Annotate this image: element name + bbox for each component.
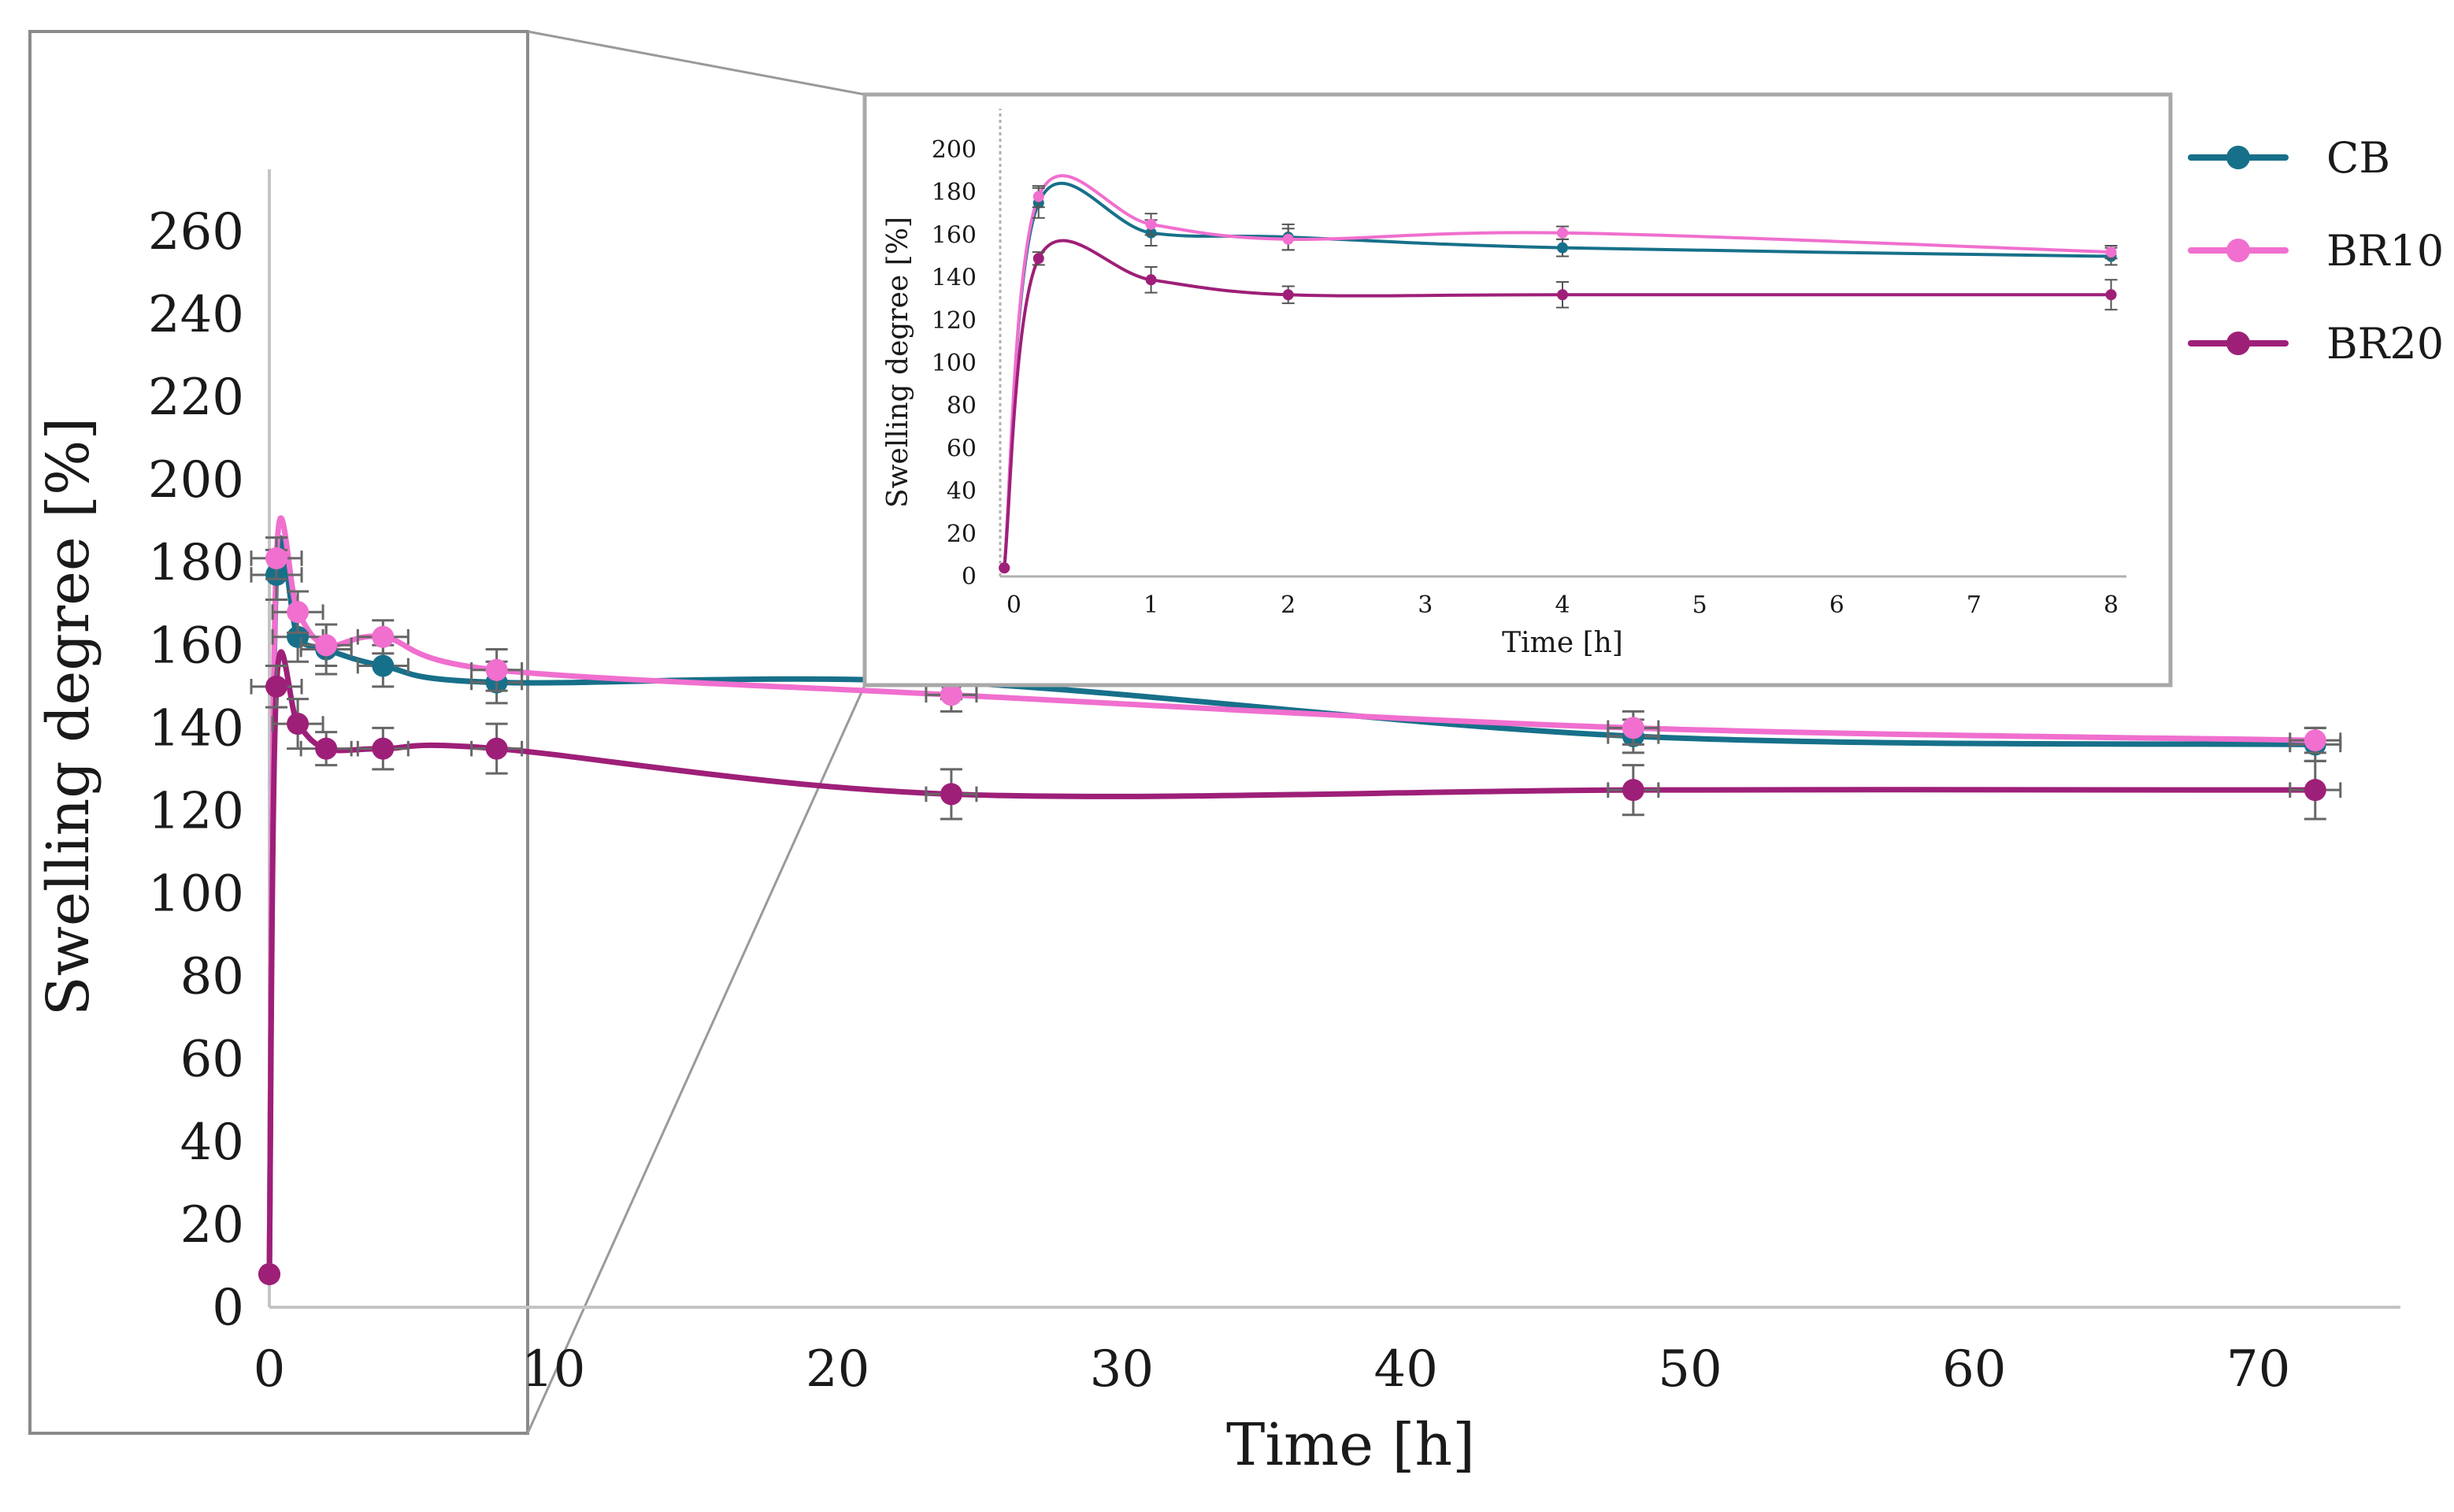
main-data-point-br20: [485, 737, 508, 760]
inset-data-point-br20: [1282, 289, 1294, 301]
legend-item-cb: CB: [2188, 133, 2390, 183]
main-x-tick-label: 70: [2226, 1340, 2290, 1399]
legend-label: BR20: [2326, 319, 2444, 369]
main-y-tick-label: 40: [180, 1114, 244, 1172]
inset-data-point-br10: [1282, 233, 1294, 245]
legend-label: BR10: [2326, 226, 2444, 276]
inset-y-axis-title: Swelling degree [%]: [882, 217, 914, 508]
main-data-point-cb: [287, 625, 310, 648]
main-y-axis-title: Swelling degree [%]: [35, 417, 102, 1016]
main-x-tick-label: 30: [1090, 1340, 1154, 1399]
main-x-tick-label: 20: [806, 1340, 869, 1399]
zoom-region-box: [28, 30, 529, 1435]
main-data-point-br10: [2304, 729, 2326, 752]
inset-x-tick-label: 4: [1555, 591, 1570, 619]
inset-x-tick-label: 7: [1967, 591, 1981, 619]
main-data-point-br20: [287, 713, 310, 736]
main-data-point-br20: [258, 1262, 280, 1285]
inset-frame: [862, 92, 2173, 687]
main-data-point-br20: [2304, 779, 2326, 802]
main-data-point-br10: [1622, 717, 1644, 739]
main-y-tick-label: 20: [180, 1196, 244, 1254]
inset-data-point-br10: [1032, 191, 1044, 202]
inset-y-tick-label: 20: [947, 521, 977, 548]
zoom-guide-line-bottom: [526, 684, 866, 1434]
main-x-tick-label: 0: [254, 1340, 286, 1399]
main-data-point-br20: [265, 675, 288, 698]
inset-y-tick-label: 100: [932, 350, 977, 377]
main-data-point-br20: [940, 783, 962, 806]
inset-data-point-br10: [2105, 246, 2117, 258]
inset-data-point-br20: [2105, 289, 2117, 301]
legend-swatch-marker: [2226, 146, 2250, 169]
inset-data-point-br10: [1557, 227, 1568, 239]
inset-data-point-br20: [1557, 289, 1568, 301]
legend-label: CB: [2326, 133, 2390, 183]
main-data-point-br20: [372, 737, 395, 760]
inset-x-axis-title: Time [h]: [1502, 627, 1623, 659]
inset-y-tick-label: 160: [932, 221, 977, 249]
legend-item-br20: BR20: [2188, 319, 2444, 369]
inset-y-tick-label: 80: [947, 392, 977, 420]
main-x-axis-title: Time [h]: [1226, 1411, 1475, 1479]
inset-y-tick-label: 140: [932, 265, 977, 292]
main-x-tick-label: 40: [1373, 1340, 1437, 1399]
main-data-point-br20: [315, 737, 338, 760]
main-data-point-br20: [1622, 779, 1644, 802]
inset-series-line-br10: [1003, 174, 2113, 570]
inset-data-point-cb: [1557, 242, 1568, 254]
inset-data-point-br10: [1145, 218, 1157, 230]
inset-data-point-br20: [999, 562, 1010, 574]
legend: CB BR10 BR20: [2188, 133, 2444, 369]
main-y-tick-label: 0: [212, 1279, 244, 1337]
main-y-tick-label: 60: [180, 1031, 244, 1089]
inset-y-tick-label: 0: [962, 563, 977, 591]
inset-x-tick-label: 3: [1418, 591, 1433, 619]
main-y-tick-label: 220: [148, 369, 244, 427]
inset-x-tick-label: 1: [1144, 591, 1158, 619]
main-y-tick-label: 140: [148, 699, 244, 758]
main-data-point-cb: [372, 654, 395, 677]
inset-y-tick-label: 180: [932, 179, 977, 206]
main-y-tick-label: 200: [148, 451, 244, 510]
main-y-tick-label: 160: [148, 617, 244, 675]
main-y-tick-label: 120: [148, 782, 244, 840]
inset-x-tick-label: 5: [1692, 591, 1707, 619]
main-x-tick-label: 60: [1942, 1340, 2006, 1399]
inset-y-tick-label: 120: [932, 307, 977, 335]
main-y-tick-label: 100: [148, 865, 244, 924]
main-y-tick-label: 80: [180, 948, 244, 1006]
inset-x-tick-label: 0: [1006, 591, 1021, 619]
inset-x-tick-label: 8: [2104, 591, 2119, 619]
main-y-tick-label: 180: [148, 534, 244, 592]
inset-data-point-br20: [1145, 274, 1157, 286]
inset-series-line-br20: [1003, 239, 2113, 570]
main-x-tick-label: 10: [521, 1340, 585, 1399]
main-data-point-br10: [940, 684, 962, 706]
main-y-tick-label: 260: [148, 203, 244, 261]
inset-y-tick-label: 60: [947, 435, 977, 462]
main-data-point-br10: [485, 658, 508, 681]
legend-swatch-marker: [2226, 332, 2250, 355]
inset-plot: 0 20 40 60 80 100 120 140 160 180 200 0 1 2 3 4 5 6 7 8 Time…: [862, 92, 2173, 687]
inset-data-point-br20: [1032, 253, 1044, 265]
legend-swatch-marker: [2226, 239, 2250, 262]
main-y-tick-label: 240: [148, 286, 244, 344]
zoom-guide-line-top: [527, 30, 866, 96]
inset-y-tick-label: 200: [932, 136, 977, 164]
main-data-point-br10: [315, 634, 338, 657]
main-data-point-br10: [372, 625, 395, 648]
inset-y-tick-label: 40: [947, 478, 977, 506]
main-data-point-br10: [287, 601, 310, 624]
main-x-tick-label: 50: [1658, 1340, 1722, 1399]
legend-item-br10: BR10: [2188, 226, 2444, 276]
main-data-point-br10: [265, 547, 288, 569]
inset-x-tick-label: 2: [1281, 591, 1296, 619]
inset-x-tick-label: 6: [1829, 591, 1844, 619]
